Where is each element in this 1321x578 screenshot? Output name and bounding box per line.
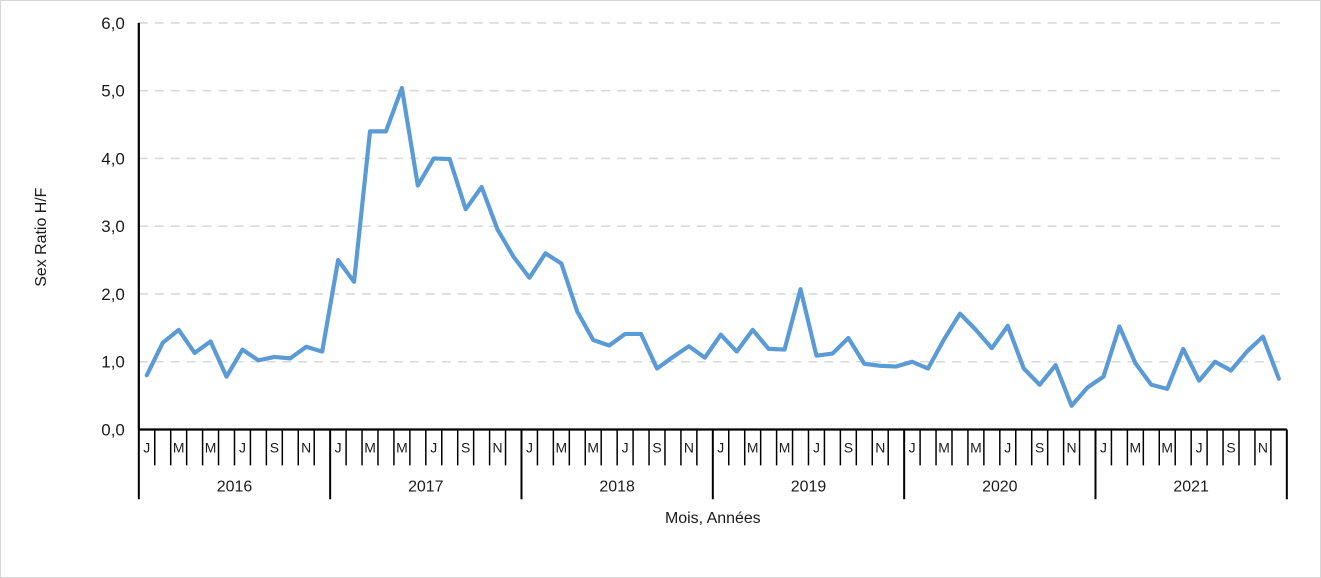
- month-label: N: [684, 439, 694, 455]
- month-label: M: [938, 439, 950, 455]
- month-label: J: [909, 439, 916, 455]
- month-label: J: [813, 439, 820, 455]
- month-label: M: [587, 439, 599, 455]
- month-label: S: [461, 439, 470, 455]
- month-label: N: [1067, 439, 1077, 455]
- year-label: 2021: [1173, 478, 1209, 495]
- month-label: N: [493, 439, 503, 455]
- month-label: M: [396, 439, 408, 455]
- month-label: N: [1258, 439, 1268, 455]
- month-label: M: [173, 439, 185, 455]
- y-tick-label: 5,0: [101, 82, 125, 101]
- month-label: M: [1130, 439, 1142, 455]
- y-tick-label: 0,0: [101, 420, 125, 439]
- month-label: S: [652, 439, 661, 455]
- month-label: J: [717, 439, 724, 455]
- month-label: M: [556, 439, 568, 455]
- month-label: J: [143, 439, 150, 455]
- year-label: 2018: [599, 478, 635, 495]
- month-label: S: [270, 439, 279, 455]
- year-label: 2016: [217, 478, 253, 495]
- y-tick-label: 4,0: [101, 149, 125, 168]
- month-label: M: [205, 439, 217, 455]
- axis-labels-group: 0,0 1,0 2,0 3,0 4,0 5,0 6,0 J M M J S N 2016 J M M J S N 201…: [101, 14, 1268, 495]
- month-label: M: [970, 439, 982, 455]
- month-label: N: [875, 439, 885, 455]
- data-line-sex-ratio-h-f: [144, 85, 1281, 408]
- month-label: J: [526, 439, 533, 455]
- month-label: S: [1035, 439, 1044, 455]
- month-label: J: [1196, 439, 1203, 455]
- y-tick-label: 1,0: [101, 353, 125, 372]
- month-label: M: [364, 439, 376, 455]
- y-tick-label: 3,0: [101, 217, 125, 236]
- month-label: M: [1161, 439, 1173, 455]
- month-label: M: [747, 439, 759, 455]
- year-label: 2019: [791, 478, 827, 495]
- month-label: J: [335, 439, 342, 455]
- y-axis-title: Sex Ratio H/F: [33, 187, 50, 286]
- month-label: J: [1004, 439, 1011, 455]
- month-label: N: [301, 439, 311, 455]
- month-label: S: [1226, 439, 1235, 455]
- month-label: J: [622, 439, 629, 455]
- year-label: 2017: [408, 478, 444, 495]
- data-series-group: [144, 85, 1281, 408]
- month-label: S: [844, 439, 853, 455]
- y-tick-label: 6,0: [101, 14, 125, 33]
- month-label: J: [430, 439, 437, 455]
- month-label: J: [239, 439, 246, 455]
- month-label: M: [779, 439, 791, 455]
- gridlines-group: [138, 22, 1287, 363]
- year-label: 2020: [982, 478, 1018, 495]
- month-label: J: [1100, 439, 1107, 455]
- x-axis-title: Mois, Années: [665, 510, 761, 527]
- y-tick-label: 2,0: [101, 285, 125, 304]
- axes-group: [137, 22, 1288, 500]
